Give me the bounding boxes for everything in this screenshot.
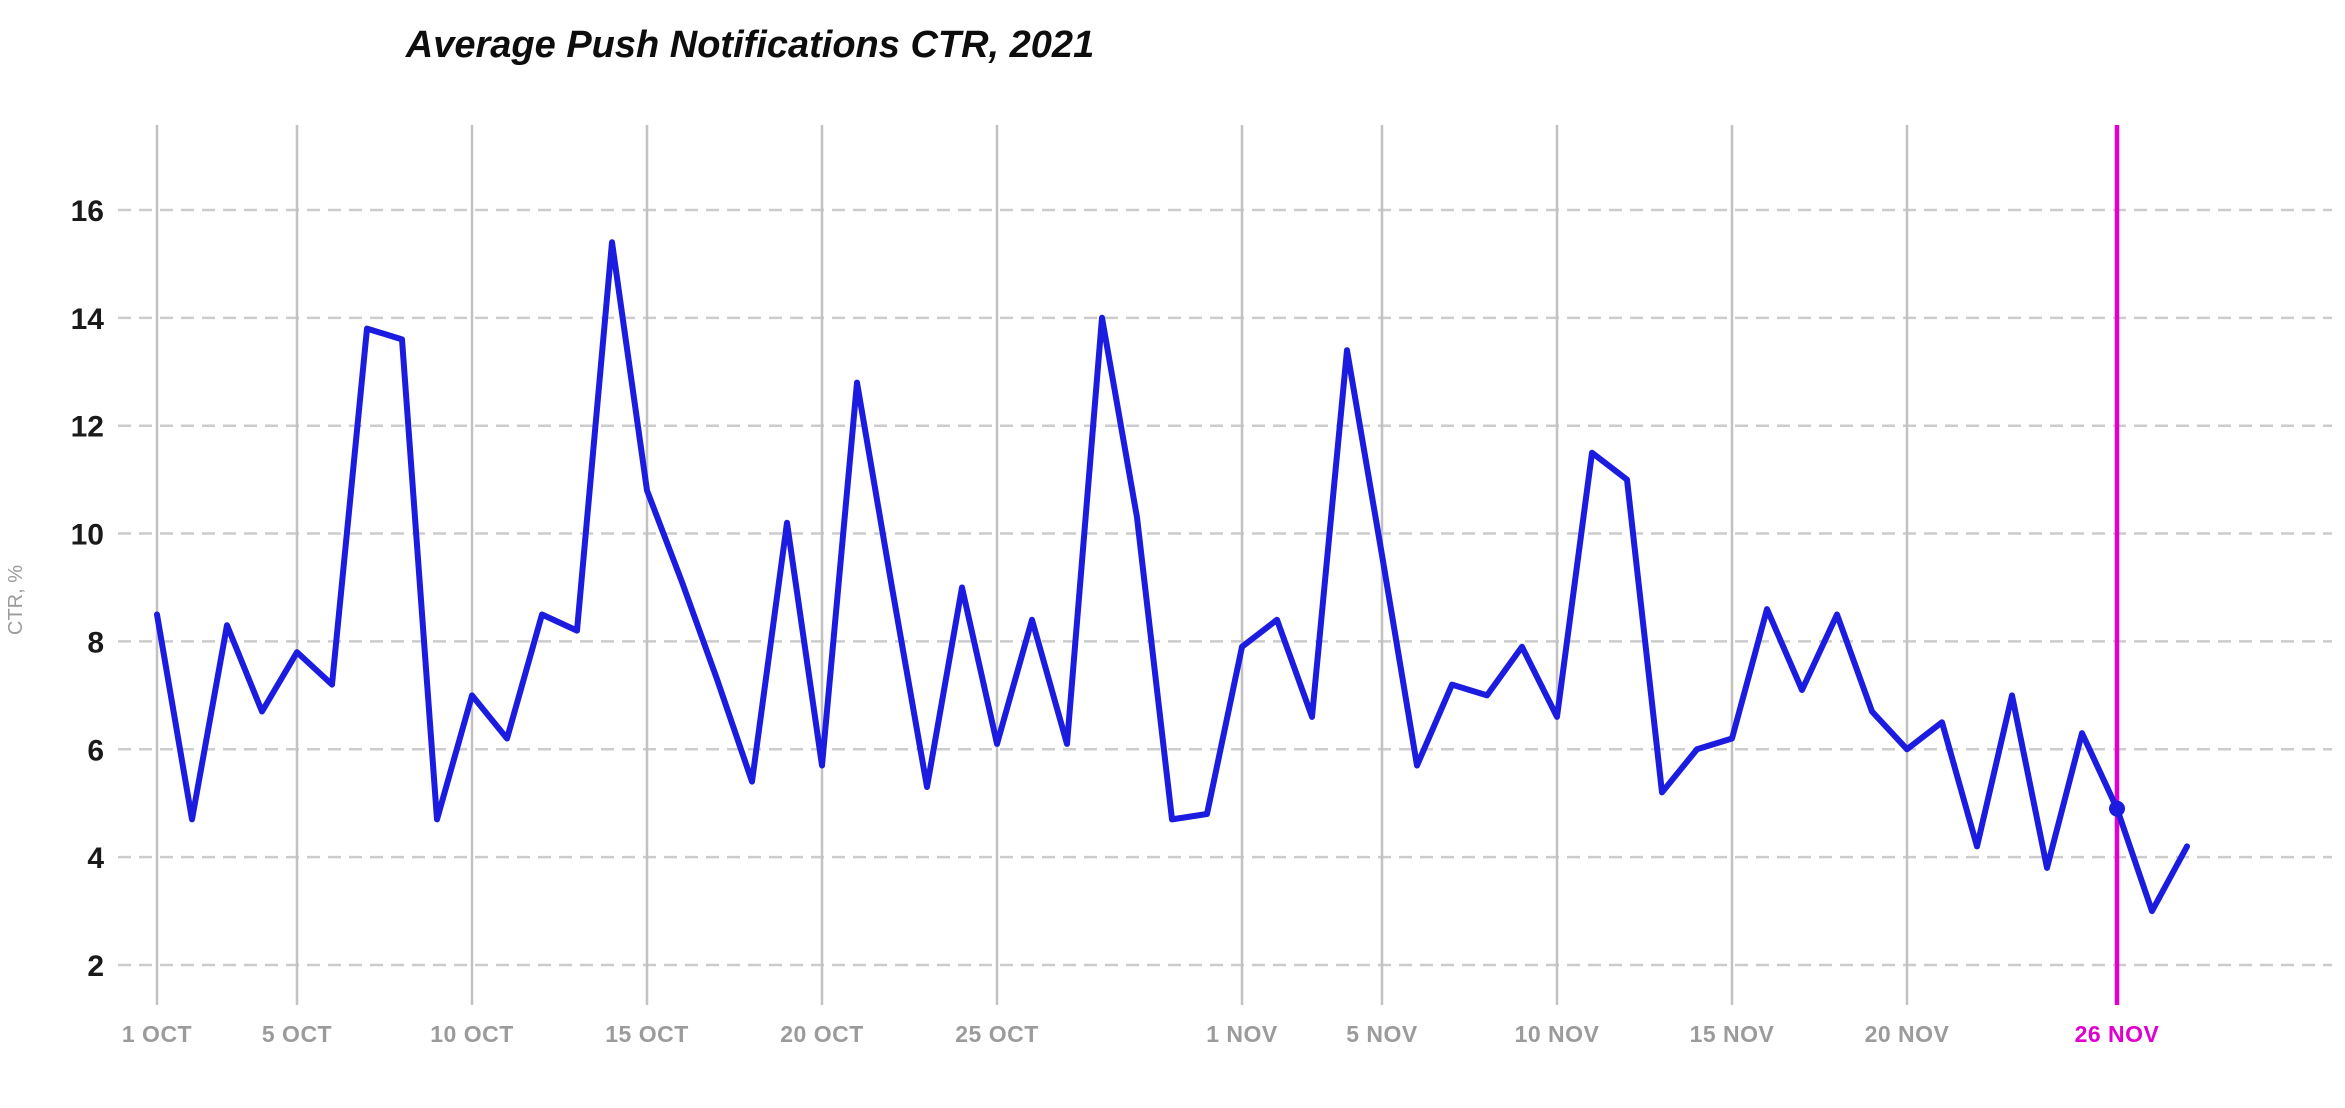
chart-title: Average Push Notifications CTR, 2021	[405, 24, 1094, 66]
x-tick-label-20 NOV: 20 NOV	[1865, 1021, 1950, 1047]
y-tick-label-6: 6	[87, 734, 104, 767]
x-tick-label-10 OCT: 10 OCT	[430, 1021, 514, 1047]
y-axis-label: CTR, %	[5, 565, 27, 635]
y-axis-tick-labels: 2 4 6 8 10 12 14 16	[71, 195, 105, 983]
x-tick-label-15 OCT: 15 OCT	[605, 1021, 689, 1047]
y-tick-label-4: 4	[87, 842, 104, 875]
x-tick-label-15 NOV: 15 NOV	[1690, 1021, 1775, 1047]
y-tick-label-2: 2	[87, 950, 104, 983]
x-axis-tick-labels: 1 OCT 5 OCT 10 OCT 15 OCT 20 OCT 25 OCT 1 NOV 5…	[122, 1021, 2160, 1047]
x-tick-label-5 OCT: 5 OCT	[262, 1021, 332, 1047]
x-tick-label-1 NOV: 1 NOV	[1206, 1021, 1278, 1047]
highlight-data-point[interactable]	[2109, 800, 2125, 817]
y-tick-label-14: 14	[71, 303, 105, 336]
y-tick-label-8: 8	[87, 626, 104, 659]
x-tick-label-25 OCT: 25 OCT	[955, 1021, 1039, 1047]
x-tick-label-5 NOV: 5 NOV	[1346, 1021, 1418, 1047]
x-tick-label-1 OCT: 1 OCT	[122, 1021, 192, 1047]
ctr-series-line	[154, 239, 2190, 915]
x-tick-label-26 NOV: 26 NOV	[2075, 1021, 2160, 1047]
y-tick-label-12: 12	[71, 411, 104, 444]
y-tick-label-16: 16	[71, 195, 104, 228]
y-tick-label-10: 10	[71, 519, 104, 552]
x-tick-label-20 OCT: 20 OCT	[780, 1021, 864, 1047]
x-tick-label-10 NOV: 10 NOV	[1515, 1021, 1600, 1047]
horizontal-gridlines	[118, 208, 2332, 967]
